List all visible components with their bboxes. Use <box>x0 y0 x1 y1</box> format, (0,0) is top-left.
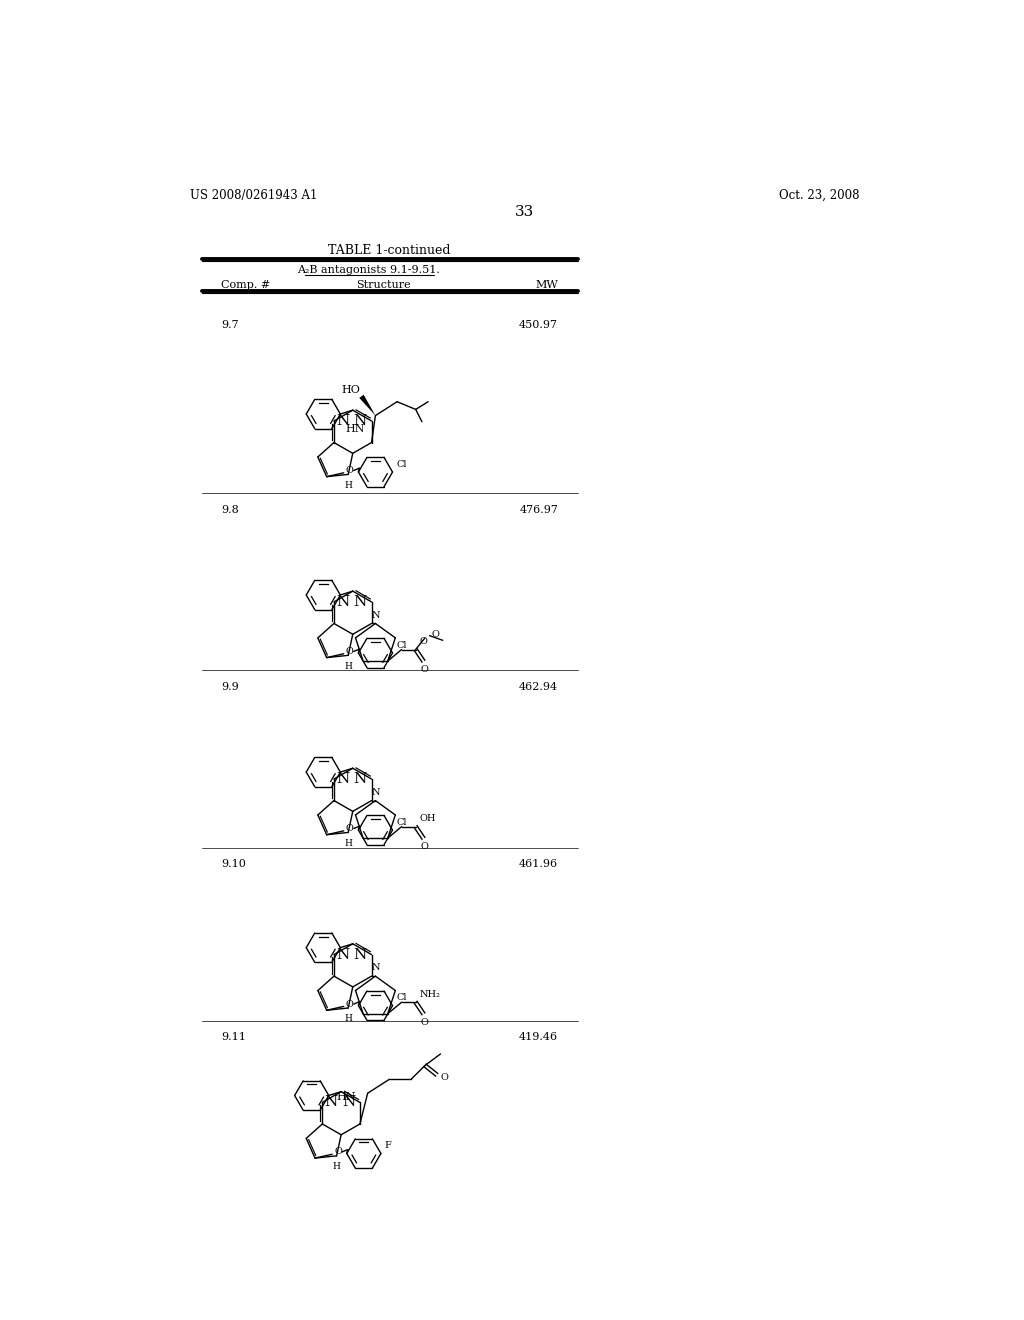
Text: Structure: Structure <box>356 280 411 290</box>
Text: 9.11: 9.11 <box>221 1032 246 1043</box>
Text: O: O <box>431 630 439 639</box>
Text: O: O <box>346 466 354 475</box>
Text: 450.97: 450.97 <box>519 321 558 330</box>
Text: 9.9: 9.9 <box>221 682 239 692</box>
Text: OH: OH <box>420 814 436 824</box>
Text: HO: HO <box>341 385 359 395</box>
Text: N: N <box>325 1096 338 1109</box>
Text: O: O <box>346 999 354 1008</box>
Text: H: H <box>333 1162 341 1171</box>
Text: O: O <box>440 1073 449 1082</box>
Text: O: O <box>346 647 354 656</box>
Text: 476.97: 476.97 <box>519 506 558 515</box>
Text: N: N <box>371 964 380 973</box>
Text: O: O <box>420 842 428 851</box>
Text: O: O <box>420 1018 428 1027</box>
Text: Oct. 23, 2008: Oct. 23, 2008 <box>779 189 859 202</box>
Text: HN: HN <box>346 424 366 434</box>
Text: N: N <box>353 948 367 961</box>
Text: 9.8: 9.8 <box>221 506 239 515</box>
Polygon shape <box>359 395 376 416</box>
Text: US 2008/0261943 A1: US 2008/0261943 A1 <box>190 189 317 202</box>
Text: H: H <box>344 1014 352 1023</box>
Text: H: H <box>344 480 352 490</box>
Text: A₂B antagonists 9.1-9.51.: A₂B antagonists 9.1-9.51. <box>297 265 439 275</box>
Text: H: H <box>344 661 352 671</box>
Text: N: N <box>353 414 367 428</box>
Text: N: N <box>371 611 380 619</box>
Text: 33: 33 <box>515 206 535 219</box>
Text: Cl: Cl <box>396 818 407 826</box>
Text: NH₂: NH₂ <box>420 990 440 999</box>
Text: N: N <box>353 772 367 785</box>
Text: Cl: Cl <box>396 994 407 1002</box>
Text: N: N <box>342 1096 355 1109</box>
Text: Comp. #: Comp. # <box>221 280 270 290</box>
Text: 9.10: 9.10 <box>221 859 246 869</box>
Text: O: O <box>420 638 427 647</box>
Text: Cl: Cl <box>396 640 407 649</box>
Text: O: O <box>335 1147 342 1156</box>
Text: N: N <box>371 788 380 797</box>
Text: Cl: Cl <box>396 459 407 469</box>
Text: 461.96: 461.96 <box>519 859 558 869</box>
Text: HN: HN <box>337 1092 356 1102</box>
Text: MW: MW <box>536 280 558 290</box>
Text: O: O <box>346 824 354 833</box>
Text: N: N <box>353 595 367 609</box>
Text: N: N <box>336 948 349 961</box>
Text: H: H <box>344 838 352 847</box>
Text: F: F <box>385 1142 391 1150</box>
Text: 462.94: 462.94 <box>519 682 558 692</box>
Text: N: N <box>336 414 349 428</box>
Text: N: N <box>336 772 349 785</box>
Text: N: N <box>336 595 349 609</box>
Text: 9.7: 9.7 <box>221 321 239 330</box>
Text: TABLE 1-continued: TABLE 1-continued <box>328 244 451 257</box>
Text: O: O <box>420 665 428 675</box>
Text: 419.46: 419.46 <box>519 1032 558 1043</box>
